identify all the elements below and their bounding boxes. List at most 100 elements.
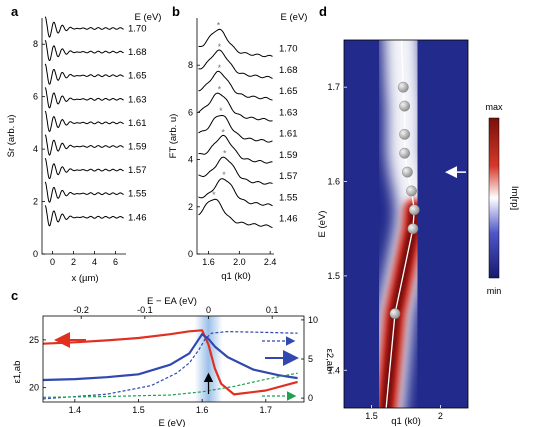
panel-a-curve — [44, 181, 124, 203]
panel-b-axes — [196, 18, 274, 255]
panel-d-peak-point — [399, 128, 411, 140]
panel-b-curve — [198, 134, 273, 164]
panel-d-xlabel: q1 (k0) — [391, 416, 421, 427]
panel-a-axes — [41, 18, 126, 255]
colorbar-min-label: min — [487, 286, 502, 296]
panel-b-curve — [198, 198, 273, 228]
panel-a-energy-label: 1.46 — [128, 212, 147, 223]
panel-c-axes — [42, 315, 305, 403]
panel-d-peak-point — [408, 204, 420, 216]
panel-d-peak-point — [389, 308, 401, 320]
panel-b-peak-marker: * — [223, 149, 227, 159]
panel-a: 0 2 4 6 0 2 4 6 8 x (µm) Sr (arb. u) E (eV) 1.70… — [6, 12, 161, 284]
panel-a-energy-title: E (eV) — [135, 12, 162, 23]
panel-a-energy-labels: 1.70 1.68 1.65 1.63 1.61 1.59 1.57 1.55 1.46 — [128, 23, 147, 223]
panel-d-peak-point — [399, 147, 411, 159]
panel-a-curve — [44, 39, 124, 62]
panel-a-curves — [44, 16, 124, 227]
panel-b-energy-label: 1.57 — [279, 171, 298, 182]
panel-b-peak-marker: * — [219, 106, 223, 116]
panel-b-curve — [198, 115, 273, 143]
panel-b-curve — [198, 70, 273, 101]
colorbar — [488, 117, 500, 279]
panel-a-ytick-label: 4 — [33, 144, 38, 154]
panel-b-ytick-label: 6 — [188, 107, 193, 117]
panel-c-series-line — [42, 331, 298, 400]
panel-label-b: b — [172, 4, 180, 19]
panel-b-energy-label: 1.46 — [279, 214, 298, 225]
panel-c-xtick-label: 1.6 — [196, 405, 209, 415]
panel-c-x2tick-label: 0 — [206, 305, 211, 315]
panel-b-curve — [198, 156, 273, 185]
panel-a-xtick-label: 0 — [50, 257, 55, 267]
panel-a-ytick-label: 0 — [33, 249, 38, 259]
colorbar-max-label: max — [485, 102, 503, 112]
panel-d-peak-point — [407, 223, 419, 235]
panel-d-peak-point — [399, 100, 411, 112]
panel-d-ytick-label: 1.6 — [327, 177, 340, 187]
panel-b-ytick-label: 2 — [188, 202, 193, 212]
panel-b-curve — [198, 92, 273, 122]
panel-c-ticks: 1.4 1.5 1.6 1.7 -0.2 -0.1 0 0.1 20 25 0 5 10 — [29, 305, 318, 415]
panel-a-xlabel: x (µm) — [71, 273, 98, 284]
panel-a-ytick-label: 6 — [33, 92, 38, 102]
panel-d-peak-points — [389, 81, 420, 320]
panel-d-peak-point — [406, 185, 417, 197]
panel-b-peak-marker: * — [221, 127, 225, 137]
panel-b-energy-title: E (eV) — [281, 12, 308, 23]
panel-a-energy-label: 1.65 — [128, 71, 147, 82]
panel-a-curve — [44, 63, 124, 85]
panel-b-xtick-label: 1.6 — [202, 257, 215, 267]
panel-a-energy-label: 1.70 — [128, 23, 147, 34]
panel-d-ytick-label: 1.4 — [327, 365, 340, 375]
panel-b-peak-marker: * — [212, 190, 216, 200]
panel-c-x2tick-label: 0.1 — [266, 305, 279, 315]
panel-d-axes — [343, 39, 469, 409]
panel-c-x2tick-label: -0.1 — [137, 305, 153, 315]
panel-a-ytick-label: 8 — [33, 39, 38, 49]
panel-b-ytick-label: 8 — [188, 60, 193, 70]
panel-a-curve — [44, 134, 124, 156]
panel-c-ytick-label: 25 — [29, 335, 39, 345]
panel-c-y2label: ε2,ab — [324, 349, 335, 372]
colorbar-label: Im[rp] — [509, 186, 520, 210]
panel-c: 1.4 1.5 1.6 1.7 -0.2 -0.1 0 0.1 20 25 0 5 10 E − EA … — [12, 296, 335, 427]
panel-a-energy-label: 1.57 — [128, 165, 147, 176]
panel-b-energy-label: 1.61 — [279, 129, 298, 140]
panel-b-peak-marker: * — [217, 21, 221, 31]
panel-a-ytick-label: 2 — [33, 197, 38, 207]
panel-d-ticks: 1.5 2 1.4 1.5 1.6 1.7 — [327, 82, 442, 421]
panel-c-xtick-label: 1.7 — [260, 405, 273, 415]
panel-d-peak-point — [397, 81, 409, 93]
panel-c-ylabel: ε1,ab — [12, 361, 23, 384]
panel-c-xtick-label: 1.5 — [132, 405, 145, 415]
panel-b-peak-marker: * — [218, 84, 222, 94]
panel-b-xlabel: q1 (k0) — [221, 271, 251, 282]
panel-a-curve — [44, 87, 124, 109]
panel-c-top-xlabel: E − EA (eV) — [147, 296, 197, 307]
panel-a-xtick-label: 2 — [71, 257, 76, 267]
panel-c-xlabel: E (eV) — [159, 418, 186, 427]
panel-b: * * * * * * * * * 1.6 2.0 2.4 0 2 4 6 8 q1 (k0) FT (arb… — [168, 12, 307, 282]
panel-d-ytick-label: 1.7 — [327, 82, 340, 92]
panel-a-energy-label: 1.61 — [128, 118, 147, 129]
panel-label-c: c — [11, 288, 18, 303]
panel-c-y2tick-label: 10 — [308, 315, 318, 325]
panel-d-xtick-label: 1.5 — [365, 411, 378, 421]
panel-b-energy-labels: 1.70 1.68 1.65 1.63 1.61 1.59 1.57 1.55 1.46 — [279, 44, 298, 225]
panel-b-curve — [198, 178, 273, 207]
panel-b-ticks: 1.6 2.0 2.4 0 2 4 6 8 — [188, 60, 276, 267]
panel-c-curves — [42, 329, 298, 400]
panel-b-energy-label: 1.55 — [279, 192, 298, 203]
panel-b-energy-label: 1.68 — [279, 65, 298, 76]
panel-a-curve — [44, 16, 124, 38]
panel-d-heatmap — [368, 40, 433, 408]
panel-b-ylabel: FT (arb. u) — [168, 114, 179, 159]
panel-d: 1.5 21.41.51.61.7 q1 (k0) E (eV) max min … — [317, 39, 520, 427]
panel-d-ytick-label: 1.5 — [327, 271, 340, 281]
panel-c-series-line — [42, 333, 298, 382]
panel-b-xtick-label: 2.4 — [264, 257, 277, 267]
panel-b-ytick-label: 0 — [188, 249, 193, 259]
panel-c-xtick-label: 1.4 — [69, 405, 82, 415]
panel-b-energy-label: 1.63 — [279, 107, 298, 118]
